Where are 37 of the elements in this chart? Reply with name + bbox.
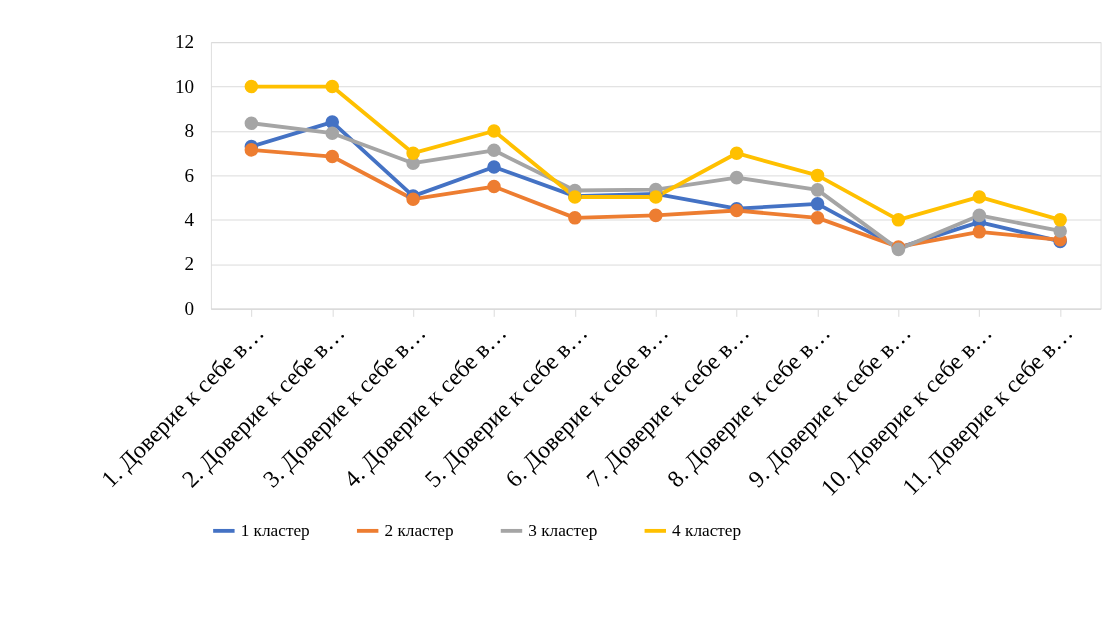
point <box>325 115 340 129</box>
point <box>487 143 501 158</box>
point <box>325 79 340 94</box>
point <box>487 160 501 174</box>
legend-label: 2 кластер <box>384 520 454 540</box>
point <box>729 146 744 160</box>
point <box>891 213 906 227</box>
y-tick-label: 4 <box>184 209 195 231</box>
point <box>972 190 987 204</box>
point <box>810 211 825 225</box>
point <box>972 225 987 239</box>
point <box>568 211 582 225</box>
point <box>487 179 501 194</box>
point <box>406 146 420 160</box>
y-tick-label: 0 <box>184 297 195 319</box>
y-tick-label: 8 <box>184 120 195 142</box>
point <box>325 126 340 140</box>
point <box>325 149 340 164</box>
legend-label: 1 кластер <box>240 520 310 540</box>
y-tick-label: 6 <box>184 164 195 186</box>
point <box>648 208 663 223</box>
y-tick-label: 12 <box>174 31 195 53</box>
point <box>972 208 987 223</box>
point <box>244 79 259 94</box>
legend-label: 4 кластер <box>672 520 742 540</box>
point <box>244 116 259 130</box>
point <box>1053 224 1067 238</box>
legend-label: 3 кластер <box>528 520 598 540</box>
point <box>810 183 825 197</box>
point <box>244 143 259 157</box>
point <box>729 170 744 185</box>
point <box>487 124 501 138</box>
point <box>810 168 825 183</box>
point <box>1053 213 1067 227</box>
point <box>810 197 825 211</box>
y-tick-label: 10 <box>174 75 195 97</box>
y-tick-label: 2 <box>184 253 195 275</box>
